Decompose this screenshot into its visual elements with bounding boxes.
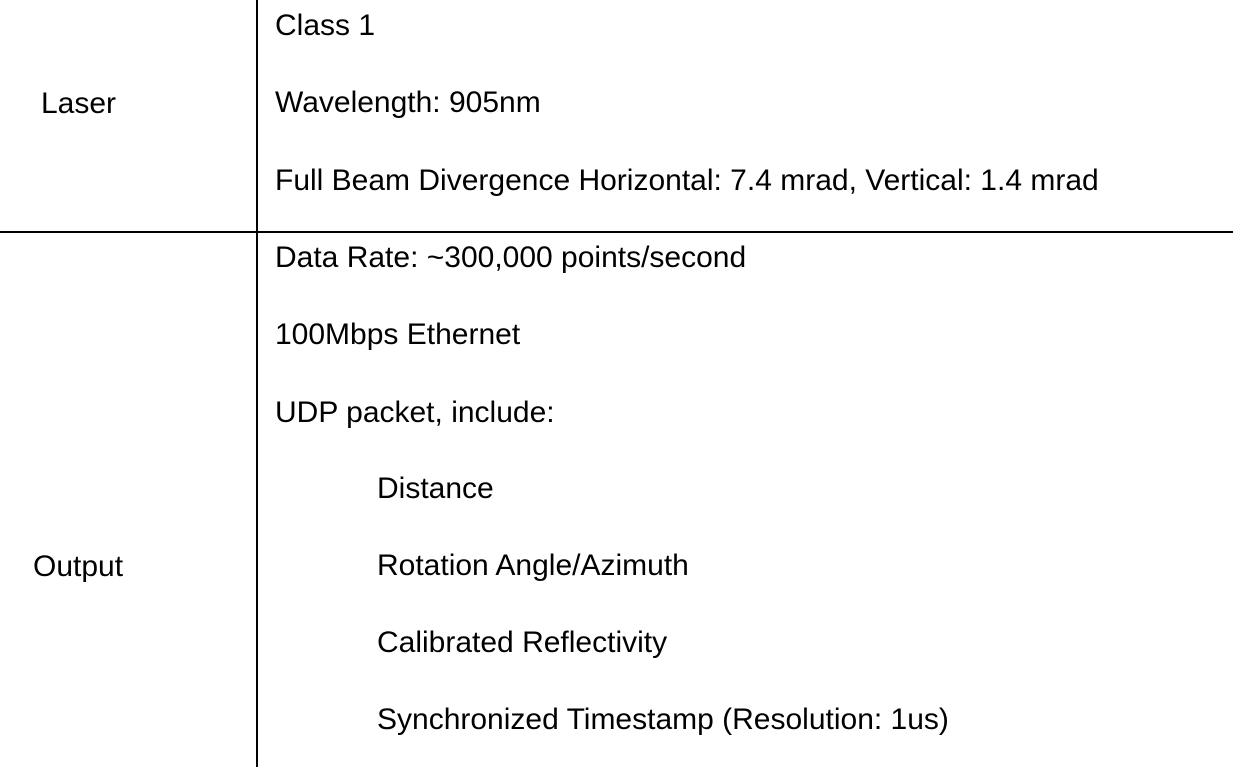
row-divider <box>0 231 1233 233</box>
output-subline-distance: Distance <box>377 472 494 505</box>
output-line-ethernet: 100Mbps Ethernet <box>275 318 521 351</box>
output-subline-rotation-angle: Rotation Angle/Azimuth <box>377 549 689 582</box>
laser-line-divergence: Full Beam Divergence Horizontal: 7.4 mra… <box>275 164 1099 197</box>
row-label-output: Output <box>33 550 124 583</box>
laser-line-wavelength: Wavelength: 905nm <box>275 86 541 119</box>
output-line-data-rate: Data Rate: ~300,000 points/second <box>275 241 747 274</box>
row-label-laser: Laser <box>41 87 117 120</box>
output-subline-timestamp: Synchronized Timestamp (Resolution: 1us) <box>377 703 949 736</box>
output-subline-reflectivity: Calibrated Reflectivity <box>377 626 668 659</box>
output-line-udp-packet: UDP packet, include: <box>275 396 555 429</box>
column-divider <box>256 0 258 767</box>
laser-line-class: Class 1 <box>275 9 376 42</box>
